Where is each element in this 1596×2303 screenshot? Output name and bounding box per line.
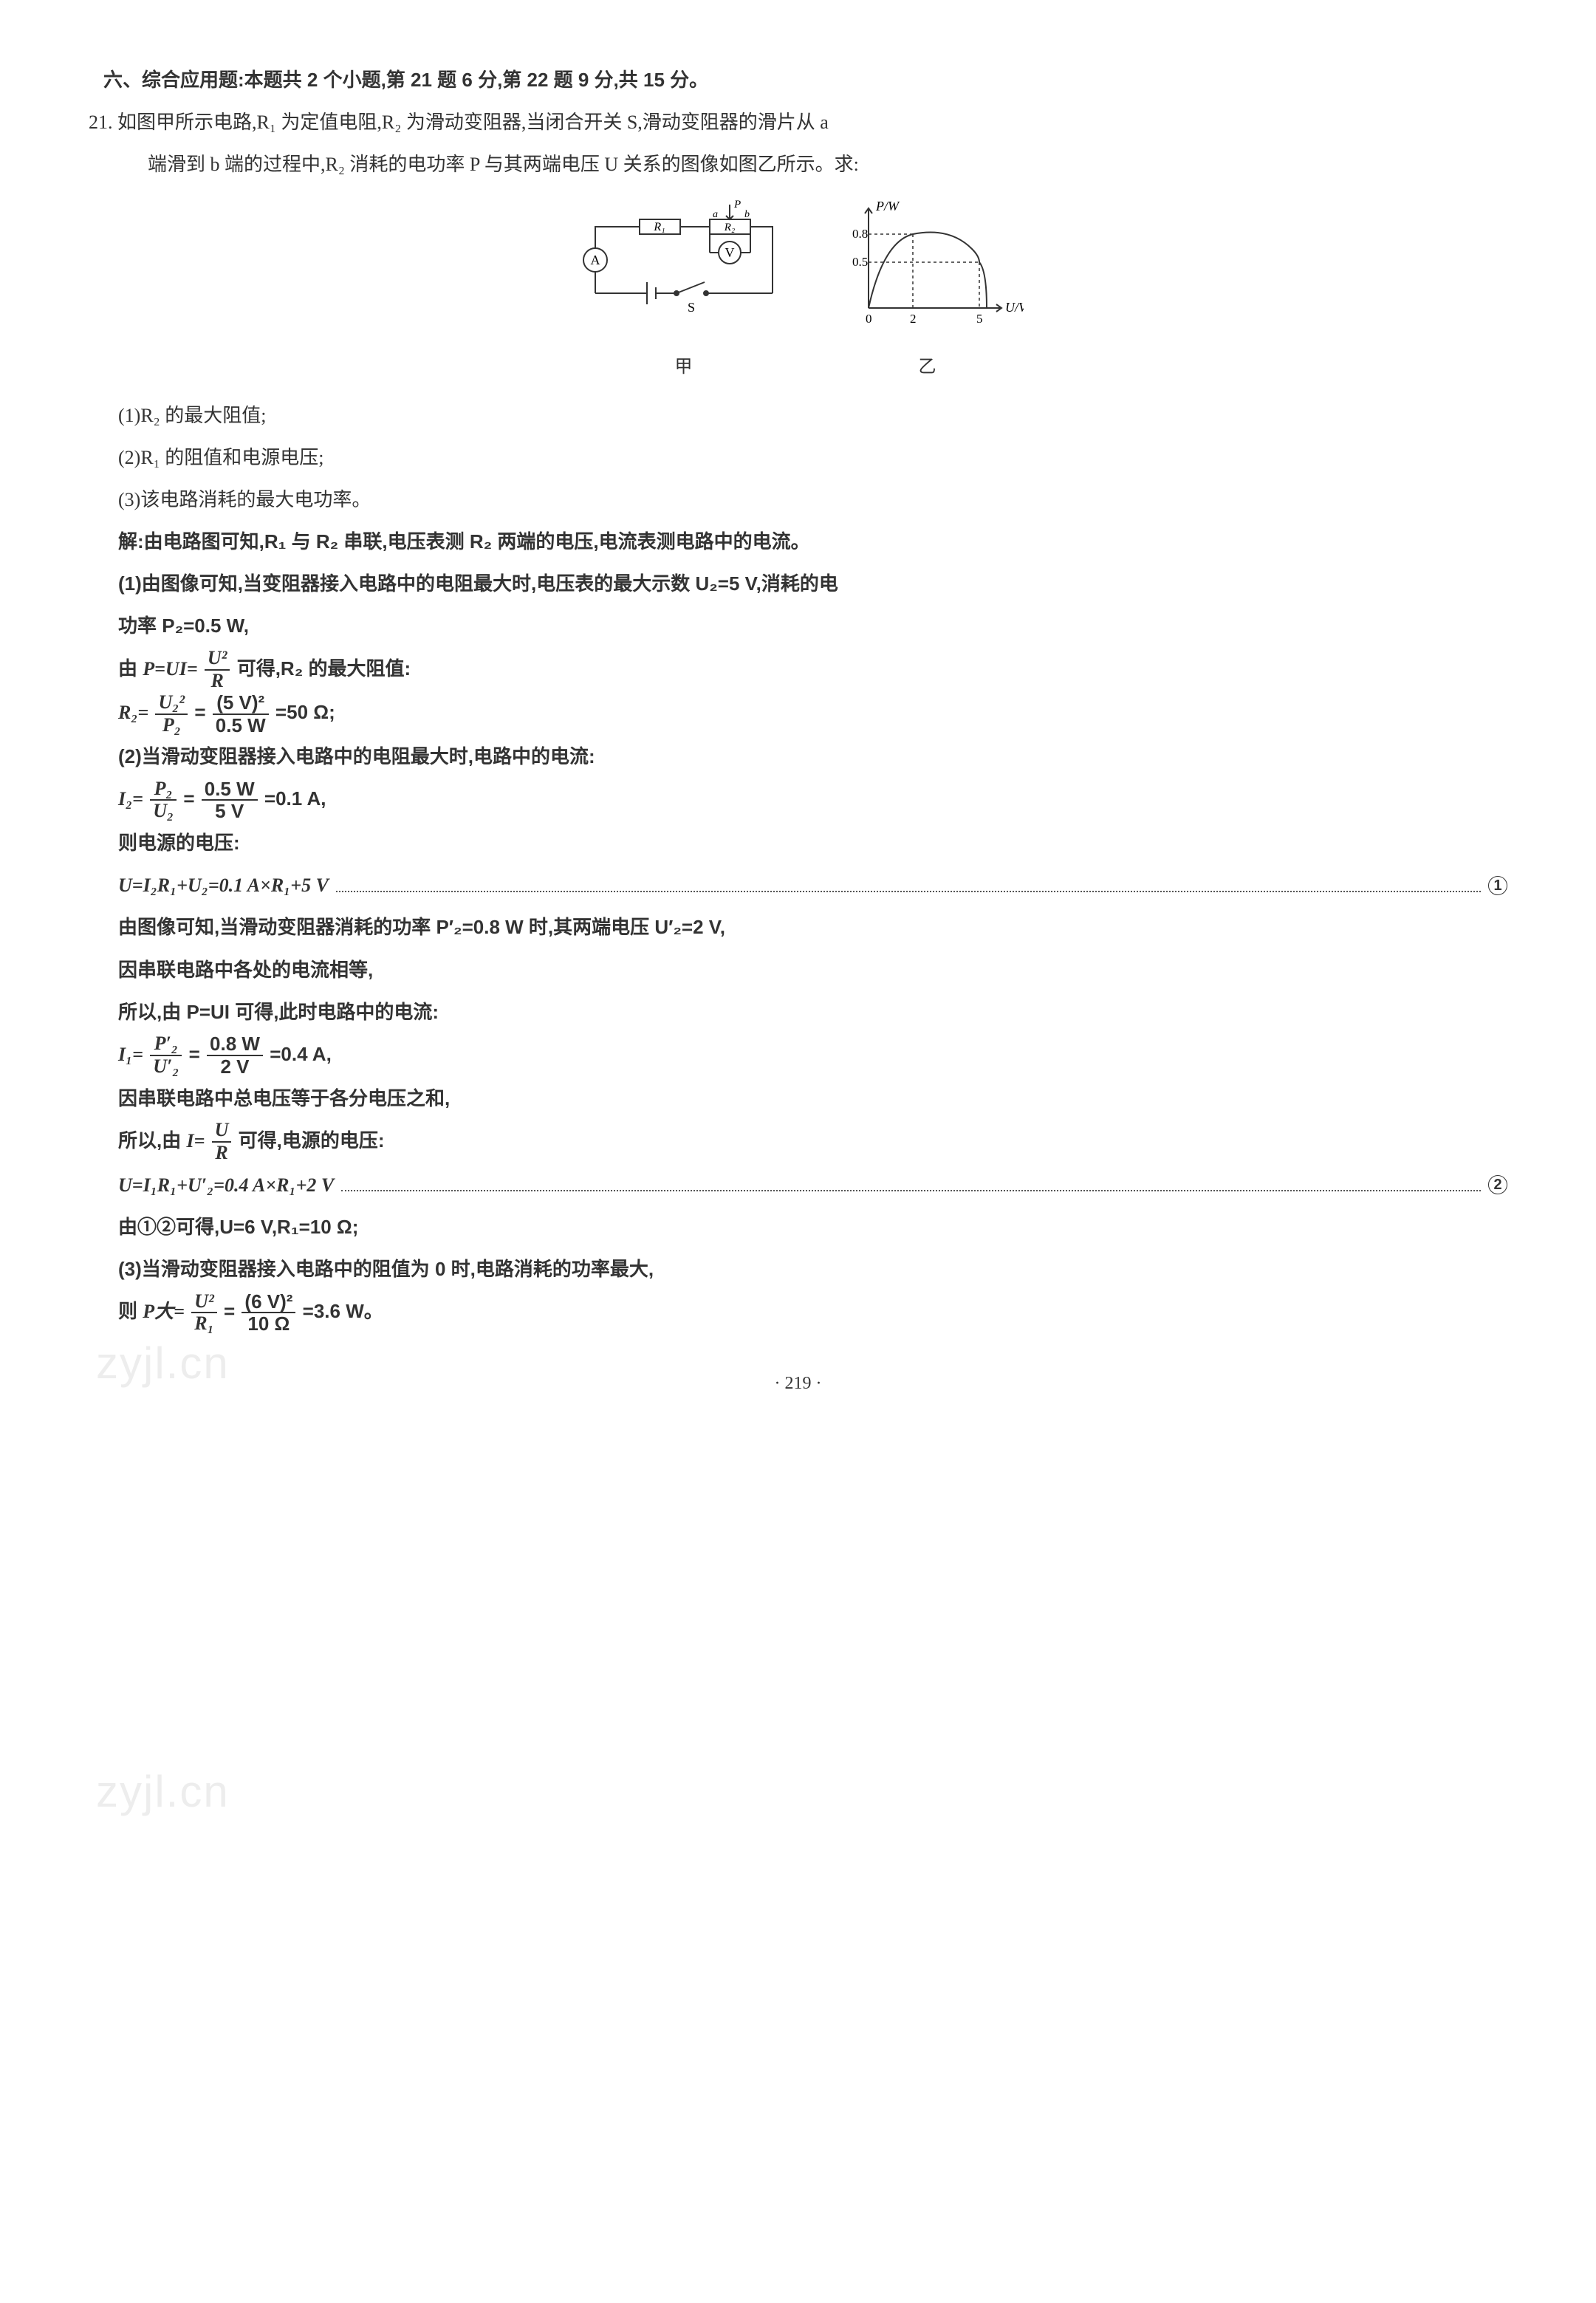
ytick-0_5: 0.5 bbox=[852, 255, 868, 269]
ans-3b: 则 P大= U² R₁ = (6 V)² 10 Ω =3.6 W。 bbox=[118, 1290, 1507, 1335]
ans-2h-lhs: I₁= bbox=[118, 1044, 143, 1065]
b-label: b bbox=[744, 209, 750, 220]
fig-right-label: 乙 bbox=[832, 348, 1024, 387]
ans-2j-pre: 所以,由 bbox=[118, 1129, 186, 1152]
r2-label: R₂ bbox=[723, 222, 734, 233]
ans-2k: U=I₁R₁+U′₂=0.4 A×R₁+2 V bbox=[118, 1164, 334, 1206]
p-arrow-label: P bbox=[733, 199, 741, 211]
ans-1c: 由 P=UI= U² R 可得,R₂ 的最大阻值: bbox=[118, 648, 1507, 692]
watermark-2: zyjl.cn bbox=[96, 1743, 230, 1841]
q21-number: 21. bbox=[89, 112, 113, 133]
ans-2b: I₂= P₂ U₂ = 0.5 W 5 V =0.1 A, bbox=[118, 778, 1507, 822]
voltmeter-label: V bbox=[725, 245, 734, 260]
page-number: · 219 · bbox=[89, 1364, 1507, 1403]
ans-3b-rhs: =3.6 W。 bbox=[303, 1300, 383, 1322]
ans-1a: (1)由图像可知,当变阻器接入电路中的电阻最大时,电压表的最大示数 U₂=5 V… bbox=[118, 563, 1507, 605]
frac-3b-2: (6 V)² 10 Ω bbox=[242, 1291, 295, 1335]
ans-1c-eq1: P=UI= bbox=[143, 658, 197, 680]
subq-3: (3)该电路消耗的最大电功率。 bbox=[118, 479, 1507, 521]
frac-2h-1: P′₂ U′₂ bbox=[150, 1033, 182, 1077]
ytick-0_8: 0.8 bbox=[852, 227, 868, 241]
ans-2h-rhs: =0.4 A, bbox=[270, 1043, 332, 1065]
ans-2b-lhs: I₂= bbox=[118, 788, 143, 810]
frac-2b-2: 0.5 W 5 V bbox=[202, 778, 258, 822]
ans-2b-rhs: =0.1 A, bbox=[264, 787, 326, 810]
frac-den: R bbox=[205, 671, 230, 692]
ans-2l: 由①②可得,U=6 V,R₁=10 Ω; bbox=[118, 1206, 1507, 1248]
xtick-5: 5 bbox=[976, 312, 983, 326]
circ-1: 1 bbox=[1488, 876, 1507, 895]
ans-2i: 因串联电路中总电压等于各分电压之和, bbox=[118, 1078, 1507, 1120]
ans-1d-lhs: R₂= bbox=[118, 702, 148, 723]
subq-2: (2)R₁ 的阻值和电源电压; bbox=[118, 437, 1507, 479]
frac-num: U² bbox=[205, 648, 230, 671]
ans-1b: 功率 P₂=0.5 W, bbox=[118, 605, 1507, 647]
ans-2c: 则电源的电压: bbox=[118, 822, 1507, 864]
ans-1c-pre: 由 bbox=[118, 657, 143, 680]
r1-label: R₁ bbox=[653, 221, 665, 233]
dots-1 bbox=[336, 879, 1481, 892]
graph-ylabel: P/W bbox=[875, 199, 900, 213]
switch-label: S bbox=[687, 300, 694, 315]
ans-2e: 由图像可知,当滑动变阻器消耗的功率 P′₂=0.8 W 时,其两端电压 U′₂=… bbox=[118, 906, 1507, 948]
ans-3b-lhs: P大= bbox=[143, 1301, 185, 1322]
ans-2j: 所以,由 I= U R 可得,电源的电压: bbox=[118, 1120, 1507, 1164]
dots-2 bbox=[341, 1178, 1481, 1191]
ans-2j-post: 可得,电源的电压: bbox=[239, 1129, 385, 1152]
ans-2d: U=I₂R₁+U₂=0.1 A×R₁+5 V bbox=[118, 864, 329, 906]
ans-3a: (3)当滑动变阻器接入电路中的阻值为 0 时,电路消耗的功率最大, bbox=[118, 1248, 1507, 1290]
section-header: 六、综合应用题:本题共 2 个小题,第 21 题 6 分,第 22 题 9 分,… bbox=[103, 59, 1507, 101]
ans-1c-post: 可得,R₂ 的最大阻值: bbox=[237, 657, 411, 680]
ans-1d-rhs: =50 Ω; bbox=[275, 701, 335, 723]
circuit-svg: A V R₁ R₂ a b P S bbox=[573, 197, 795, 330]
q21-stem-2: 端滑到 b 端的过程中,R₂ 消耗的电功率 P 与其两端电压 U 关系的图像如图… bbox=[148, 143, 1507, 185]
ans-1d: R₂= U₂² P₂ = (5 V)² 0.5 W =50 Ω; bbox=[118, 691, 1507, 736]
graph-xlabel: U/V bbox=[1005, 300, 1024, 315]
ans-3b-pre: 则 bbox=[118, 1300, 143, 1322]
ans-2j-lhs: I= bbox=[186, 1130, 205, 1152]
a-label: a bbox=[713, 209, 718, 220]
ans-2h: I₁= P′₂ U′₂ = 0.8 W 2 V =0.4 A, bbox=[118, 1033, 1507, 1078]
ans-2f: 因串联电路中各处的电流相等, bbox=[118, 949, 1507, 991]
frac-2h-2: 0.8 W 2 V bbox=[207, 1033, 263, 1077]
graph-svg: P/W U/V 0.8 0.5 0 2 5 bbox=[832, 197, 1024, 330]
ans-2k-line: U=I₁R₁+U′₂=0.4 A×R₁+2 V 2 bbox=[118, 1164, 1507, 1206]
frac-1d-2: (5 V)² 0.5 W bbox=[213, 692, 269, 736]
q21-stem: 21. 如图甲所示电路,R₁ 为定值电阻,R₂ 为滑动变阻器,当闭合开关 S,滑… bbox=[89, 101, 1507, 143]
xtick-0: 0 bbox=[866, 312, 872, 326]
figure-graph: P/W U/V 0.8 0.5 0 2 5 乙 bbox=[832, 197, 1024, 387]
frac-2j: U R bbox=[212, 1120, 232, 1163]
subq-1: (1)R₂ 的最大阻值; bbox=[118, 394, 1507, 437]
ans-2g: 所以,由 P=UI 可得,此时电路中的电流: bbox=[118, 991, 1507, 1033]
figures-row: A V R₁ R₂ a b P S 甲 bbox=[89, 197, 1507, 387]
ans-2a: (2)当滑动变阻器接入电路中的电阻最大时,电路中的电流: bbox=[118, 736, 1507, 778]
frac-2b-1: P₂ U₂ bbox=[150, 778, 177, 822]
frac-u2-r: U² R bbox=[205, 648, 230, 691]
figure-circuit: A V R₁ R₂ a b P S 甲 bbox=[573, 197, 795, 387]
frac-3b-1: U² R₁ bbox=[191, 1291, 217, 1335]
q21-stem-1: 如图甲所示电路,R₁ 为定值电阻,R₂ 为滑动变阻器,当闭合开关 S,滑动变阻器… bbox=[117, 112, 829, 133]
frac-1d-1: U₂² P₂ bbox=[155, 692, 188, 736]
fig-left-label: 甲 bbox=[573, 348, 795, 387]
xtick-2: 2 bbox=[910, 312, 917, 326]
ans-intro: 解:由电路图可知,R₁ 与 R₂ 串联,电压表测 R₂ 两端的电压,电流表测电路… bbox=[118, 521, 1507, 563]
ammeter-label: A bbox=[590, 253, 600, 267]
circ-2: 2 bbox=[1488, 1175, 1507, 1194]
ans-2d-line: U=I₂R₁+U₂=0.1 A×R₁+5 V 1 bbox=[118, 864, 1507, 906]
